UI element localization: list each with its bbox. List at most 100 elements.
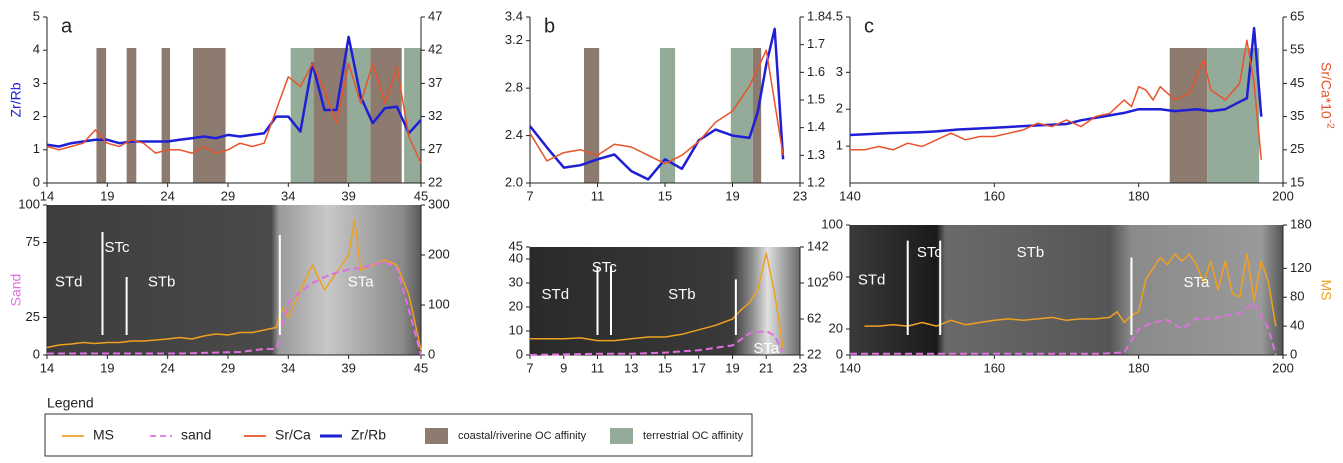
x-tick-label: 34 bbox=[281, 360, 295, 375]
y2-tick-label: 42 bbox=[428, 42, 442, 57]
affinity-span bbox=[730, 48, 753, 183]
series-line bbox=[46, 35, 422, 148]
y-tick-label: 3 bbox=[836, 64, 843, 79]
x-tick-label: 160 bbox=[983, 188, 1005, 203]
x-tick-label: 24 bbox=[160, 360, 174, 375]
y-tick-label: 2 bbox=[836, 101, 843, 116]
x-tick-label: 140 bbox=[839, 360, 861, 375]
x-tick-label: 39 bbox=[341, 360, 355, 375]
x-tick-label: 14 bbox=[40, 188, 54, 203]
y-tick-label: 5 bbox=[33, 8, 40, 23]
x-tick-label: 140 bbox=[839, 188, 861, 203]
y2-tick-label: 100 bbox=[428, 296, 450, 311]
unit-label: STa bbox=[753, 340, 780, 357]
x-tick-label: 19 bbox=[100, 188, 114, 203]
x-tick-label: 11 bbox=[591, 188, 605, 203]
series-line bbox=[850, 39, 1263, 160]
panel-letter: c bbox=[864, 15, 874, 37]
y2-tick-label: 62 bbox=[807, 310, 821, 325]
y2-axis-label-sup: -2 bbox=[1324, 120, 1335, 129]
y-tick-label: 45 bbox=[509, 238, 523, 253]
y-tick-label: 0 bbox=[836, 346, 843, 361]
y2-tick-label: 120 bbox=[1290, 260, 1312, 275]
y-tick-label: 20 bbox=[829, 320, 843, 335]
affinity-span bbox=[584, 48, 600, 183]
series-line bbox=[850, 302, 1277, 356]
x-tick-label: 9 bbox=[560, 360, 567, 375]
y-tick-label: 0 bbox=[33, 346, 40, 361]
y2-tick-label: 35 bbox=[1290, 108, 1304, 123]
y2-tick-label: 37 bbox=[428, 75, 442, 90]
y-tick-label: 2.0 bbox=[505, 174, 523, 189]
y-tick-label: 2.8 bbox=[505, 80, 523, 95]
legend-label: MS bbox=[93, 427, 114, 443]
affinity-span bbox=[1169, 48, 1208, 183]
x-tick-label: 15 bbox=[658, 188, 672, 203]
y-axis-label: Sand bbox=[8, 274, 24, 307]
y2-tick-label: 32 bbox=[428, 108, 442, 123]
y2-tick-label: 0 bbox=[1290, 346, 1297, 361]
x-tick-label: 23 bbox=[793, 360, 807, 375]
y2-tick-label: 1.4 bbox=[807, 119, 825, 134]
y-tick-label: 2.4 bbox=[505, 127, 523, 142]
x-tick-label: 200 bbox=[1272, 360, 1294, 375]
series-line bbox=[46, 219, 422, 351]
affinity-span bbox=[347, 48, 371, 183]
y-tick-label: 10 bbox=[509, 322, 523, 337]
series-line bbox=[849, 26, 1263, 137]
y2-tick-label: 1.5 bbox=[807, 91, 825, 106]
y-tick-label: 25 bbox=[26, 309, 40, 324]
y-tick-label: 75 bbox=[26, 234, 40, 249]
x-tick-label: 11 bbox=[591, 360, 605, 375]
unit-label: STb bbox=[1017, 244, 1045, 261]
unit-label: STd bbox=[858, 271, 886, 288]
y-tick-label: 100 bbox=[18, 196, 40, 211]
series-line bbox=[47, 261, 422, 356]
unit-label: STc bbox=[917, 244, 943, 261]
y2-tick-label: 27 bbox=[428, 141, 442, 156]
panel-letter: a bbox=[61, 15, 73, 37]
y-tick-label: 3.4 bbox=[505, 8, 523, 23]
affinity-span bbox=[404, 48, 421, 183]
x-tick-label: 7 bbox=[526, 188, 533, 203]
y2-tick-label: 15 bbox=[1290, 174, 1304, 189]
legend-box bbox=[44, 413, 753, 457]
affinity-span bbox=[192, 48, 226, 183]
y2-axis-label: MS bbox=[1318, 280, 1334, 301]
y-tick-label: 100 bbox=[821, 216, 843, 231]
y2-tick-label: 25 bbox=[1290, 141, 1304, 156]
x-tick-label: 21 bbox=[759, 360, 773, 375]
series-line bbox=[46, 62, 422, 164]
legend-label: Zr/Rb bbox=[351, 427, 386, 443]
y2-tick-label: 300 bbox=[428, 196, 450, 211]
unit-label: STd bbox=[542, 286, 570, 303]
y2-tick-label: 55 bbox=[1290, 42, 1304, 57]
y2-tick-label: 45 bbox=[1290, 75, 1304, 90]
unit-label: STb bbox=[668, 286, 696, 303]
y-tick-label: 60 bbox=[829, 268, 843, 283]
x-tick-label: 15 bbox=[658, 360, 672, 375]
y2-tick-label: 47 bbox=[428, 8, 442, 23]
y2-tick-label: 1.3 bbox=[807, 147, 825, 162]
x-tick-label: 7 bbox=[526, 360, 533, 375]
y-axis-label: Zr/Rb bbox=[8, 82, 24, 117]
series-line bbox=[529, 49, 784, 165]
x-tick-label: 19 bbox=[725, 360, 739, 375]
y2-tick-label: 22 bbox=[428, 174, 442, 189]
y-tick-label: 4.5 bbox=[825, 8, 843, 23]
legend-swatch bbox=[425, 428, 448, 444]
unit-label: STc bbox=[592, 259, 618, 276]
x-tick-label: 29 bbox=[221, 188, 235, 203]
core-image bbox=[850, 225, 1283, 355]
y-tick-label: 4 bbox=[33, 42, 40, 57]
unit-label: STc bbox=[104, 239, 130, 256]
y2-axis-label: Sr/Ca*10 bbox=[1318, 62, 1334, 119]
x-tick-label: 13 bbox=[624, 360, 638, 375]
legend-swatch bbox=[610, 428, 633, 444]
y-tick-label: 0 bbox=[516, 346, 523, 361]
y2-tick-label: 1.7 bbox=[807, 36, 825, 51]
y-tick-label: 2 bbox=[33, 108, 40, 123]
x-tick-label: 45 bbox=[414, 188, 428, 203]
y2-tick-label: 40 bbox=[1290, 318, 1304, 333]
